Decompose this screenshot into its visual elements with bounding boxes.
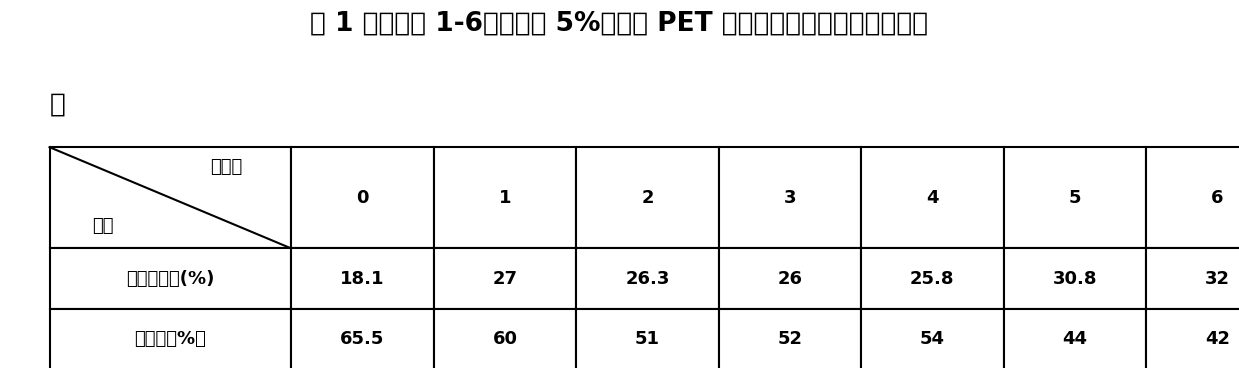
Text: 实验号: 实验号 bbox=[209, 159, 242, 176]
Text: 27: 27 bbox=[492, 270, 518, 288]
Text: 42: 42 bbox=[1204, 330, 1230, 348]
Text: 表 1 为实施例 1-6（添加量 5%）阻燃 PET 纤维的阻燃性能和抑烟性能数: 表 1 为实施例 1-6（添加量 5%）阻燃 PET 纤维的阻燃性能和抑烟性能数 bbox=[311, 11, 928, 37]
Text: 26: 26 bbox=[777, 270, 803, 288]
Text: 60: 60 bbox=[492, 330, 518, 348]
Text: 5: 5 bbox=[1068, 189, 1082, 207]
Text: 6: 6 bbox=[1211, 189, 1224, 207]
Text: 烟密度（%）: 烟密度（%） bbox=[134, 330, 207, 348]
Text: 1: 1 bbox=[498, 189, 512, 207]
Text: 51: 51 bbox=[634, 330, 660, 348]
Text: 3: 3 bbox=[783, 189, 797, 207]
Text: 性能: 性能 bbox=[92, 217, 114, 235]
Text: 4: 4 bbox=[926, 189, 939, 207]
Text: 据: 据 bbox=[50, 92, 66, 118]
Text: 30.8: 30.8 bbox=[1053, 270, 1097, 288]
Text: 44: 44 bbox=[1062, 330, 1088, 348]
Text: 极限氧指数(%): 极限氧指数(%) bbox=[126, 270, 214, 288]
Text: 18.1: 18.1 bbox=[341, 270, 384, 288]
Text: 54: 54 bbox=[919, 330, 945, 348]
Text: 52: 52 bbox=[777, 330, 803, 348]
Text: 0: 0 bbox=[356, 189, 369, 207]
Text: 25.8: 25.8 bbox=[911, 270, 954, 288]
Text: 26.3: 26.3 bbox=[626, 270, 669, 288]
Text: 2: 2 bbox=[641, 189, 654, 207]
Text: 32: 32 bbox=[1204, 270, 1230, 288]
Text: 65.5: 65.5 bbox=[341, 330, 384, 348]
